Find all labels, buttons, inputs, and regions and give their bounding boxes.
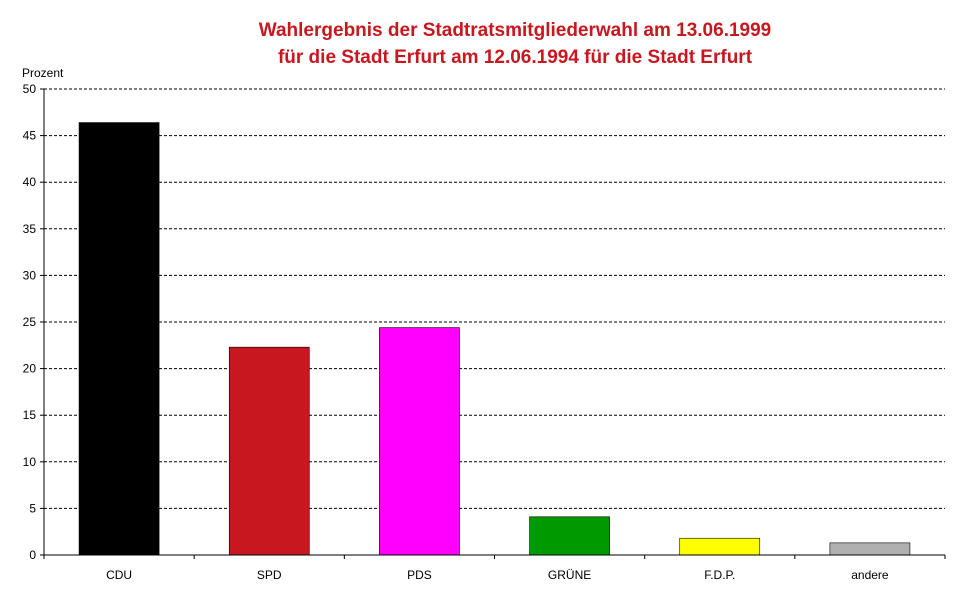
y-tick-label: 45	[23, 129, 37, 143]
x-category-label: SPD	[257, 568, 282, 582]
y-tick-label: 5	[29, 501, 36, 515]
bar-f-d-p-	[679, 537, 761, 556]
axes	[40, 88, 946, 559]
chart-title-line-2: für die Stadt Erfurt am 12.06.1994 für d…	[278, 47, 753, 68]
y-tick-label: 10	[23, 455, 37, 469]
y-tick-label: 30	[23, 268, 37, 282]
y-tick-label: 0	[29, 548, 36, 562]
y-tick-label: 25	[23, 315, 37, 329]
bars	[78, 122, 911, 556]
y-tick-label: 20	[23, 362, 37, 376]
x-category-label: andere	[851, 568, 889, 582]
bar-andere	[829, 542, 911, 556]
chart-title-line-1: Wahlergebnis der Stadtratsmitgliederwahl…	[259, 20, 772, 41]
y-axis-label: Prozent	[22, 66, 64, 80]
gridlines	[44, 88, 945, 509]
bar-pds	[379, 327, 460, 556]
x-category-label: PDS	[407, 568, 432, 582]
y-tick-label: 15	[23, 408, 37, 422]
tick-labels: 0 5 10 15 20 25 30 35 40 45 50 CDU SPD PDS GRÜNE F.D.P.…	[23, 82, 889, 582]
x-category-label: CDU	[106, 568, 132, 582]
y-tick-label: 40	[23, 175, 37, 189]
x-category-label: F.D.P.	[704, 568, 735, 582]
y-tick-label: 50	[23, 82, 37, 96]
bar-spd	[228, 346, 310, 556]
bar-grüne	[529, 516, 610, 556]
bar-cdu	[78, 122, 160, 556]
x-category-label: GRÜNE	[548, 568, 591, 582]
y-tick-label: 35	[23, 222, 37, 236]
